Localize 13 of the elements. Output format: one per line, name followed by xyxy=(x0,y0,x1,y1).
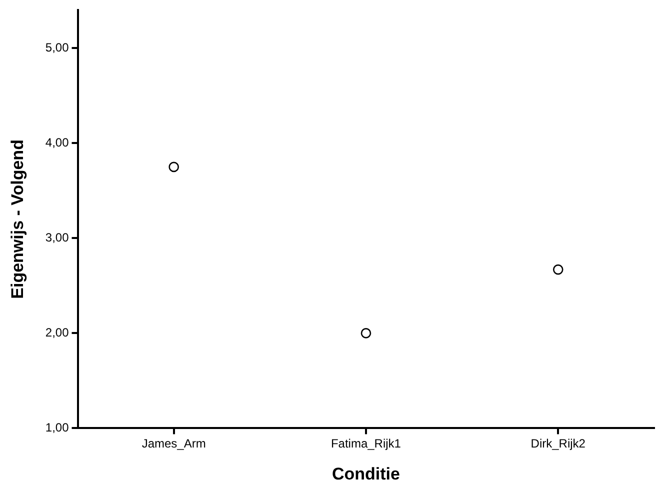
y-tick-label: 1,00 xyxy=(45,420,70,435)
y-axis-title: Eigenwijs - Volgend xyxy=(8,140,27,299)
point xyxy=(552,264,564,275)
x-tick-label: Fatima_Rijk1 xyxy=(330,436,402,451)
point xyxy=(168,162,179,172)
x-axis-title: Conditie xyxy=(332,464,400,484)
y-tick-label: 4,00 xyxy=(45,136,70,150)
y-tick-label: 5,00 xyxy=(45,40,70,55)
x-tick-label: James_Arm xyxy=(142,436,206,451)
x-tick-label: Dirk_Rijk2 xyxy=(530,436,586,451)
y-tick-label: 3,00 xyxy=(45,230,70,245)
point xyxy=(360,328,372,338)
y-tick-label: 2,00 xyxy=(45,326,70,340)
